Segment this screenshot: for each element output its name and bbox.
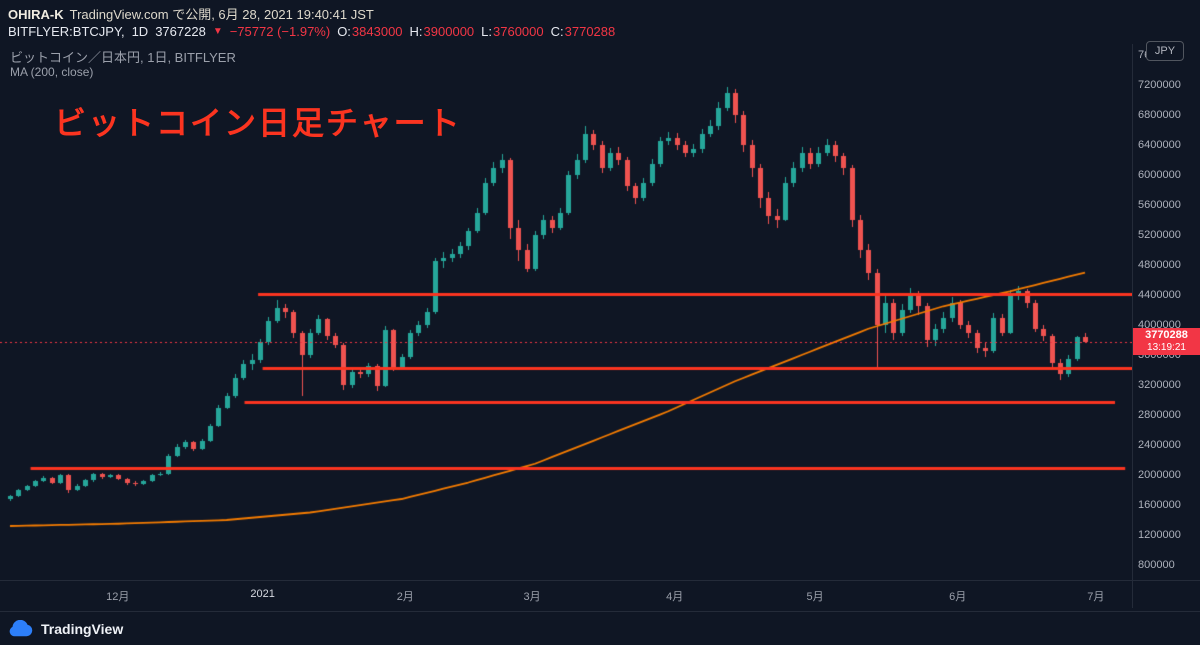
candlestick-chart[interactable] bbox=[0, 44, 1132, 580]
open-value: O: 3843000 bbox=[337, 24, 403, 39]
time-axis[interactable]: 12月 2021 2月 3月 4月 5月 6月 7月 bbox=[0, 580, 1132, 608]
price-axis-label: 1200000 bbox=[1138, 529, 1181, 541]
price-down-arrow-icon: ▼ bbox=[212, 26, 223, 37]
time-axis-label: 6月 bbox=[949, 591, 967, 603]
price-axis-divider bbox=[1132, 44, 1133, 608]
interval-label: 1D bbox=[131, 24, 149, 39]
price-axis-label: 3200000 bbox=[1138, 379, 1181, 391]
price-axis-label: 2000000 bbox=[1138, 469, 1181, 481]
price-axis-label: 5200000 bbox=[1138, 229, 1181, 242]
cloud-logo-icon bbox=[8, 620, 34, 637]
time-axis-label: 2月 bbox=[396, 591, 414, 603]
time-axis-label: 7月 bbox=[1087, 591, 1105, 603]
header: OHIRA-K TradingView.com で公開, 6月 28, 2021 … bbox=[8, 4, 615, 39]
price-change: −75772 (−1.97%) bbox=[229, 24, 331, 39]
low-value: L: 3760000 bbox=[481, 24, 544, 39]
current-price: 3767228 bbox=[155, 24, 206, 39]
tradingview-logo[interactable]: TradingView bbox=[8, 620, 123, 637]
price-axis-label: 800000 bbox=[1138, 559, 1175, 571]
price-axis-label: 2800000 bbox=[1138, 409, 1181, 421]
footer-bar: TradingView bbox=[0, 611, 1200, 645]
last-price-value: 3770288 bbox=[1145, 329, 1188, 341]
price-axis-label: 5600000 bbox=[1138, 199, 1181, 212]
close-value: C: 3770288 bbox=[550, 24, 616, 39]
time-axis-label: 4月 bbox=[666, 591, 684, 603]
price-axis-label: 6000000 bbox=[1138, 169, 1181, 182]
currency-toggle-button[interactable]: JPY bbox=[1146, 41, 1184, 61]
price-axis-label: 6400000 bbox=[1138, 139, 1181, 152]
symbol-info-line: BITFLYER:BTCJPY, 1D 3767228 ▼ −75772 (−1… bbox=[8, 24, 615, 39]
symbol-name[interactable]: BITFLYER:BTCJPY, bbox=[8, 24, 125, 39]
time-axis-divider bbox=[0, 580, 1200, 581]
price-axis-label: 4800000 bbox=[1138, 259, 1181, 271]
chart-legend-title[interactable]: ビットコイン／日本円, 1日, BITFLYER bbox=[10, 50, 236, 65]
publish-info-line: OHIRA-K TradingView.com で公開, 6月 28, 2021 … bbox=[8, 4, 615, 22]
ma-indicator-legend[interactable]: MA (200, close) bbox=[10, 65, 94, 79]
price-axis-label: 2400000 bbox=[1138, 439, 1181, 451]
time-axis-label: 12月 bbox=[106, 591, 130, 603]
currency-label: JPY bbox=[1154, 45, 1176, 57]
price-axis[interactable]: 7600000 JPY 3770288 13:19:21 72000006800… bbox=[1133, 41, 1200, 580]
chart-annotation-text: ビットコイン日足チャート bbox=[54, 105, 462, 141]
bar-countdown: 13:19:21 bbox=[1147, 342, 1186, 353]
publisher-name: OHIRA-K bbox=[8, 7, 64, 22]
price-axis-label: 6800000 bbox=[1138, 109, 1181, 122]
time-axis-label: 3月 bbox=[523, 591, 541, 603]
brand-name: TradingView bbox=[41, 620, 124, 637]
high-value: H: 3900000 bbox=[409, 24, 475, 39]
price-axis-label: 4400000 bbox=[1138, 289, 1181, 301]
chart-area[interactable]: ビットコイン／日本円, 1日, BITFLYER MA (200, close)… bbox=[0, 44, 1132, 580]
price-axis-label: 1600000 bbox=[1138, 499, 1181, 511]
time-axis-label: 5月 bbox=[806, 591, 824, 603]
price-axis-label: 7200000 bbox=[1138, 79, 1181, 92]
last-price-badge: 3770288 13:19:21 bbox=[1133, 328, 1200, 355]
time-axis-label: 2021 bbox=[250, 588, 275, 600]
publish-info[interactable]: TradingView.com で公開, 6月 28, 2021 19:40:4… bbox=[69, 7, 374, 22]
